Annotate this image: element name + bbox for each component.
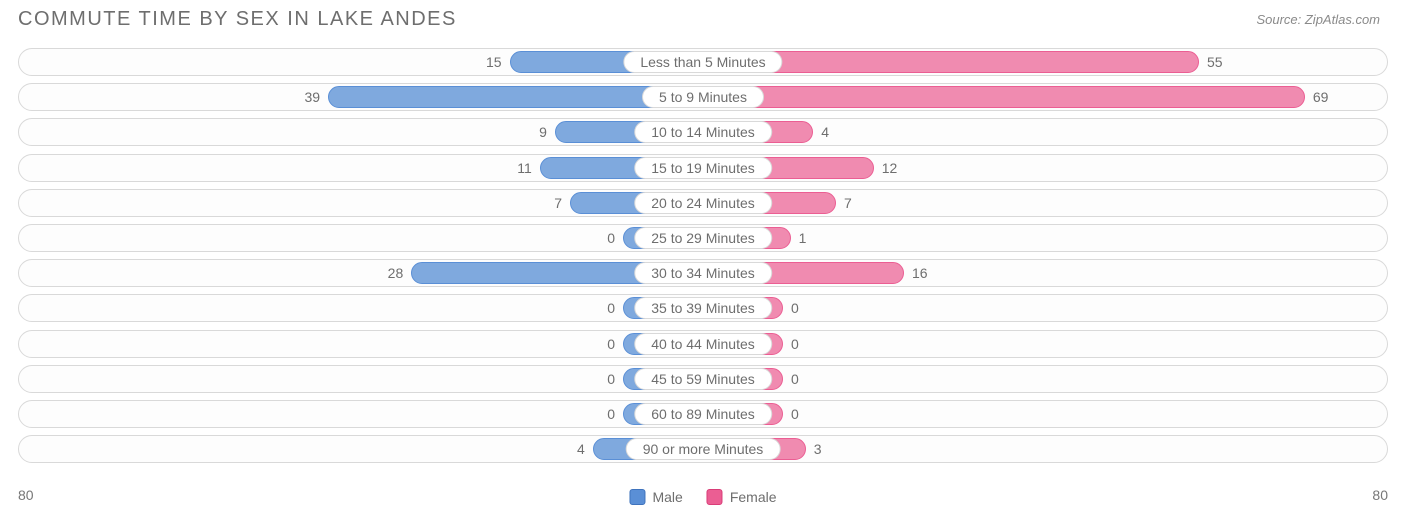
category-label: 20 to 24 Minutes xyxy=(634,192,772,214)
category-label: 45 to 59 Minutes xyxy=(634,368,772,390)
chart-row: 39 69 5 to 9 Minutes xyxy=(18,83,1388,111)
axis-max-left: 80 xyxy=(18,487,34,503)
legend-item-female: Female xyxy=(707,489,777,505)
chart-row: 0 0 40 to 44 Minutes xyxy=(18,330,1388,358)
male-value: 7 xyxy=(554,189,562,217)
male-value: 15 xyxy=(486,48,502,76)
female-value: 1 xyxy=(799,224,807,252)
category-label: 15 to 19 Minutes xyxy=(634,157,772,179)
legend: Male Female xyxy=(629,489,776,505)
category-label: 40 to 44 Minutes xyxy=(634,333,772,355)
legend-swatch-female xyxy=(707,489,723,505)
category-label: 5 to 9 Minutes xyxy=(642,86,764,108)
male-value: 28 xyxy=(388,259,404,287)
male-value: 0 xyxy=(607,400,615,428)
female-value: 16 xyxy=(912,259,928,287)
chart-row: 0 0 35 to 39 Minutes xyxy=(18,294,1388,322)
female-value: 55 xyxy=(1207,48,1223,76)
chart-area: 1555Less than 5 Minutes39695 to 9 Minute… xyxy=(18,48,1388,475)
male-value: 4 xyxy=(577,435,585,463)
chart-row: 0 0 60 to 89 Minutes xyxy=(18,400,1388,428)
chart-title: COMMUTE TIME BY SEX IN LAKE ANDES xyxy=(18,8,457,31)
category-label: 90 or more Minutes xyxy=(626,438,781,460)
female-value: 0 xyxy=(791,400,799,428)
category-label: 10 to 14 Minutes xyxy=(634,121,772,143)
chart-row: 11 12 15 to 19 Minutes xyxy=(18,154,1388,182)
female-value: 0 xyxy=(791,365,799,393)
legend-label-male: Male xyxy=(652,489,682,505)
male-value: 0 xyxy=(607,330,615,358)
male-value: 39 xyxy=(304,83,320,111)
chart-row: 15 55 Less than 5 Minutes xyxy=(18,48,1388,76)
source-attribution: Source: ZipAtlas.com xyxy=(1256,12,1380,27)
chart-row: 0 1 25 to 29 Minutes xyxy=(18,224,1388,252)
male-value: 0 xyxy=(607,294,615,322)
male-value: 11 xyxy=(517,154,532,182)
chart-row: 7 7 20 to 24 Minutes xyxy=(18,189,1388,217)
chart-row: 28 16 30 to 34 Minutes xyxy=(18,259,1388,287)
category-label: Less than 5 Minutes xyxy=(623,51,782,73)
legend-swatch-male xyxy=(629,489,645,505)
legend-item-male: Male xyxy=(629,489,682,505)
axis-max-right: 80 xyxy=(1372,487,1388,503)
female-value: 12 xyxy=(882,154,898,182)
chart-row: 9 4 10 to 14 Minutes xyxy=(18,118,1388,146)
male-value: 9 xyxy=(539,118,547,146)
chart-row: 4 3 90 or more Minutes xyxy=(18,435,1388,463)
category-label: 60 to 89 Minutes xyxy=(634,403,772,425)
female-bar xyxy=(703,86,1305,108)
category-label: 30 to 34 Minutes xyxy=(634,262,772,284)
female-value: 69 xyxy=(1313,83,1329,111)
female-value: 7 xyxy=(844,189,852,217)
male-value: 0 xyxy=(607,224,615,252)
category-label: 35 to 39 Minutes xyxy=(634,297,772,319)
female-value: 3 xyxy=(814,435,822,463)
female-value: 4 xyxy=(821,118,829,146)
male-value: 0 xyxy=(607,365,615,393)
category-label: 25 to 29 Minutes xyxy=(634,227,772,249)
female-value: 0 xyxy=(791,294,799,322)
legend-label-female: Female xyxy=(730,489,777,505)
chart-row: 0 0 45 to 59 Minutes xyxy=(18,365,1388,393)
female-value: 0 xyxy=(791,330,799,358)
